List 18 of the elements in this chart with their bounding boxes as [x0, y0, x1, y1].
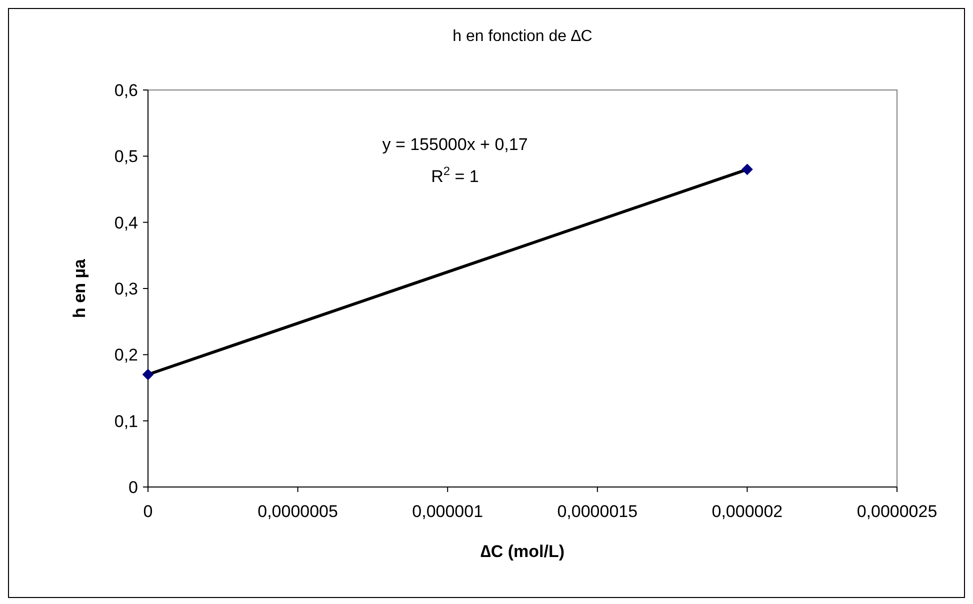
x-tick-label: 0,0000025 [856, 502, 938, 521]
x-tick-label: 0,000002 [712, 502, 783, 521]
x-tick-label: 0,0000015 [557, 502, 638, 521]
y-tick-label: 0,6 [114, 80, 138, 100]
x-tick-label: 0,0000005 [258, 502, 338, 521]
x-tick-label: 0,000001 [412, 502, 484, 521]
y-tick-label: 0,3 [114, 279, 138, 298]
y-tick-label: 0 [128, 478, 138, 497]
y-axis-title: h en µa [70, 258, 89, 318]
y-tick-label: 0,1 [114, 412, 138, 431]
x-tick-label: 0 [143, 502, 153, 521]
annotation: y = 155000x + 0,17 [382, 135, 528, 154]
y-tick-label: 0,2 [114, 346, 138, 365]
y-tick-label: 0,5 [114, 147, 138, 166]
chart-title: h en fonction de ∆C [452, 28, 592, 45]
y-tick-label: 0,4 [114, 213, 138, 232]
annotation: R$^{2}$ = 1 [431, 164, 479, 186]
x-axis-title: ∆C (mol/L) [480, 542, 565, 561]
